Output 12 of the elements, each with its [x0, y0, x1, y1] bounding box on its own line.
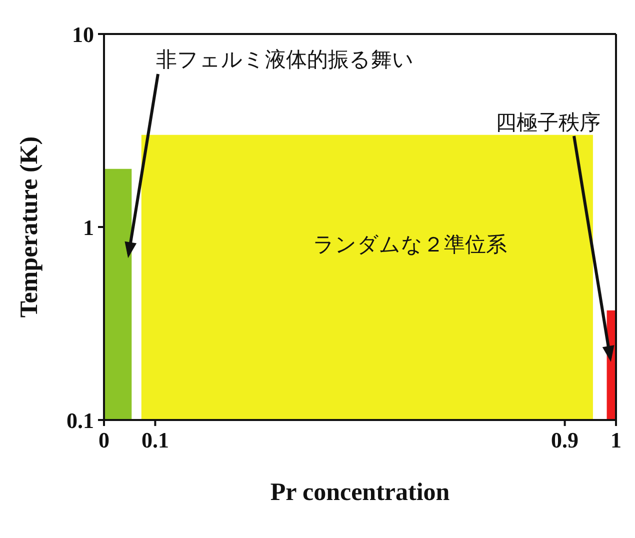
x-axis-title: Pr concentration: [270, 479, 450, 506]
x-tick-label: 1: [610, 428, 622, 453]
x-tick-label: 0: [98, 428, 110, 453]
annotation: 四極子秩序: [496, 110, 600, 136]
y-tick-label: 0.1: [66, 408, 94, 433]
y-axis-title: Temperature (K): [16, 136, 43, 318]
x-tick-label: 0.9: [551, 428, 579, 453]
y-tick-label: 10: [72, 22, 94, 47]
y-tick-label: 1: [83, 214, 94, 240]
annotation: 非フェルミ液体的振る舞い: [156, 47, 414, 73]
annotation: ランダムな２準位系: [313, 232, 507, 258]
x-tick-label: 0.1: [141, 428, 169, 453]
